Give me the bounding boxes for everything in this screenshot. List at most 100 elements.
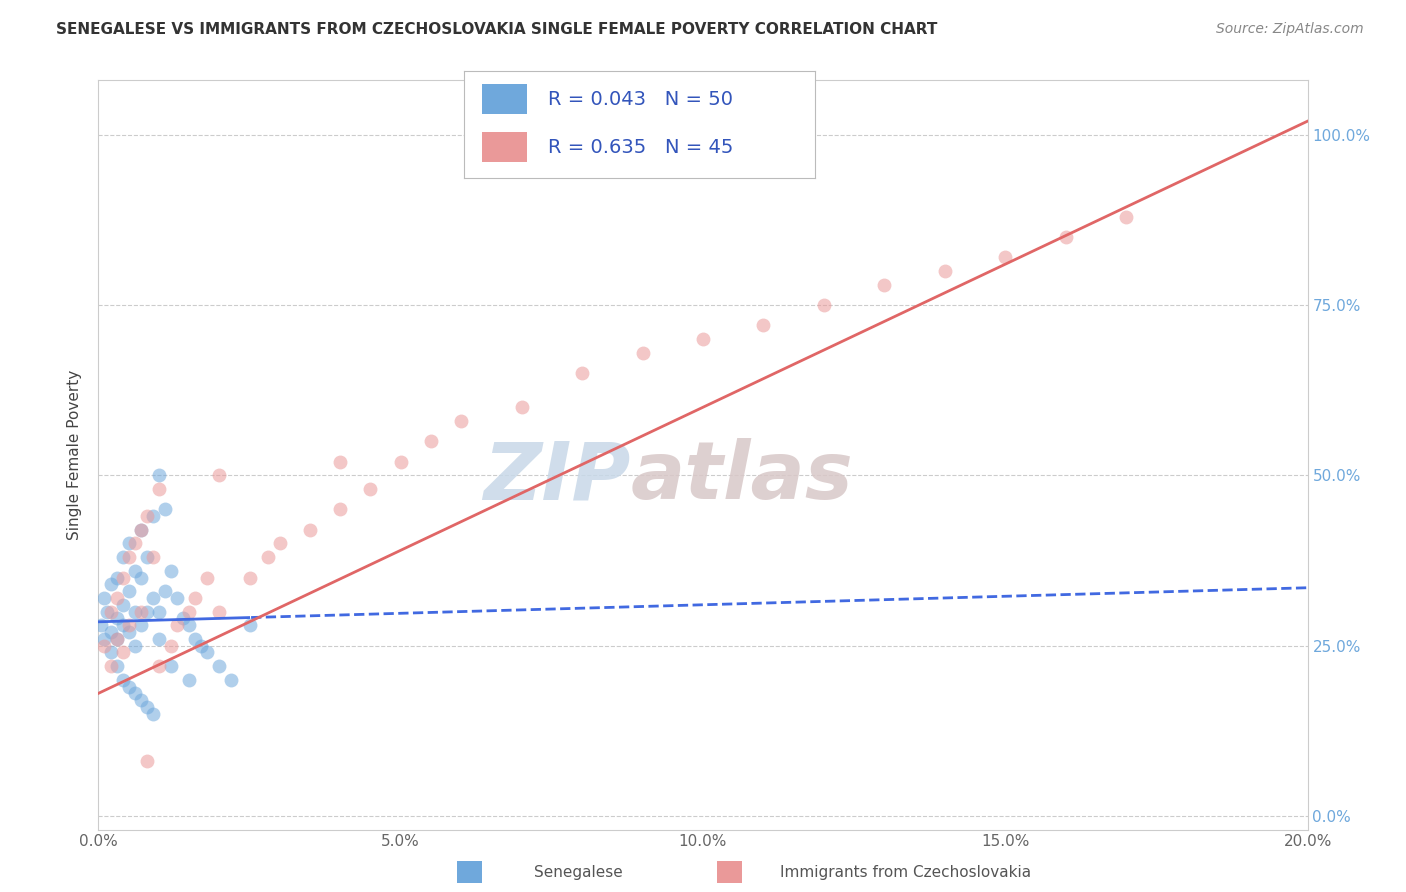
Point xyxy=(420,434,443,449)
Point xyxy=(934,264,956,278)
Point xyxy=(148,482,170,496)
Point xyxy=(135,509,157,524)
Point xyxy=(166,591,188,605)
Point xyxy=(111,550,134,565)
Y-axis label: Single Female Poverty: Single Female Poverty xyxy=(67,370,83,540)
Point xyxy=(208,468,231,483)
Text: SENEGALESE VS IMMIGRANTS FROM CZECHOSLOVAKIA SINGLE FEMALE POVERTY CORRELATION C: SENEGALESE VS IMMIGRANTS FROM CZECHOSLOV… xyxy=(56,22,938,37)
Point xyxy=(142,706,165,721)
Point xyxy=(179,673,201,687)
Point xyxy=(172,611,194,625)
Point xyxy=(153,584,176,599)
Point xyxy=(360,482,382,496)
Point xyxy=(1115,210,1137,224)
Point xyxy=(100,659,122,673)
Point xyxy=(184,591,207,605)
Point xyxy=(105,570,128,584)
Text: atlas: atlas xyxy=(630,438,853,516)
Point xyxy=(184,632,207,646)
Point xyxy=(93,639,115,653)
Point xyxy=(450,414,472,428)
Point xyxy=(571,366,593,380)
Point xyxy=(100,625,122,640)
Point xyxy=(142,550,165,565)
Point xyxy=(118,625,141,640)
Point xyxy=(813,298,835,312)
Point xyxy=(160,564,183,578)
Point xyxy=(1054,230,1077,244)
Bar xyxy=(481,84,527,114)
Point xyxy=(118,550,141,565)
Point xyxy=(105,632,128,646)
Point xyxy=(118,618,141,632)
Point xyxy=(153,502,176,516)
Point xyxy=(135,550,157,565)
Point xyxy=(124,536,146,550)
Point xyxy=(166,618,188,632)
Text: R = 0.635   N = 45: R = 0.635 N = 45 xyxy=(548,138,734,157)
Point xyxy=(118,584,141,599)
Point xyxy=(124,686,146,700)
Point xyxy=(873,277,896,292)
Point xyxy=(135,755,157,769)
Point xyxy=(124,639,146,653)
Point xyxy=(105,591,128,605)
Point xyxy=(221,673,243,687)
Point xyxy=(142,509,165,524)
Point xyxy=(96,605,118,619)
Point xyxy=(105,632,128,646)
Point xyxy=(135,605,157,619)
Point xyxy=(148,632,170,646)
Point xyxy=(129,570,152,584)
Point xyxy=(100,645,122,659)
Point xyxy=(100,605,122,619)
Point xyxy=(631,345,654,359)
Text: Source: ZipAtlas.com: Source: ZipAtlas.com xyxy=(1216,22,1364,37)
Point xyxy=(179,605,201,619)
Point xyxy=(160,659,183,673)
Point xyxy=(148,468,170,483)
Point xyxy=(329,455,352,469)
Point xyxy=(208,605,231,619)
Point xyxy=(179,618,201,632)
Point xyxy=(190,639,212,653)
Point xyxy=(129,618,152,632)
Point xyxy=(111,570,134,584)
Point xyxy=(124,605,146,619)
Point xyxy=(118,680,141,694)
Point xyxy=(93,591,115,605)
Text: Senegalese: Senegalese xyxy=(534,865,623,880)
Point xyxy=(129,523,152,537)
Point xyxy=(208,659,231,673)
Point xyxy=(510,401,533,415)
Point xyxy=(111,618,134,632)
Point xyxy=(105,611,128,625)
Point xyxy=(195,645,218,659)
Point xyxy=(692,332,714,346)
Point xyxy=(111,645,134,659)
Point xyxy=(195,570,218,584)
Point xyxy=(269,536,291,550)
Point xyxy=(111,673,134,687)
Text: ZIP: ZIP xyxy=(484,438,630,516)
Point xyxy=(129,523,152,537)
Text: Immigrants from Czechoslovakia: Immigrants from Czechoslovakia xyxy=(780,865,1032,880)
Point xyxy=(93,632,115,646)
Point xyxy=(142,591,165,605)
Point xyxy=(299,523,322,537)
Point xyxy=(389,455,412,469)
Point xyxy=(124,564,146,578)
Point xyxy=(160,639,183,653)
Point xyxy=(129,693,152,707)
Point xyxy=(239,570,262,584)
Point xyxy=(118,536,141,550)
Point xyxy=(135,700,157,714)
Point xyxy=(90,618,112,632)
Point xyxy=(148,659,170,673)
Bar xyxy=(481,132,527,162)
Point xyxy=(148,605,170,619)
Point xyxy=(256,550,278,565)
Point xyxy=(329,502,352,516)
Point xyxy=(994,251,1017,265)
Point xyxy=(105,659,128,673)
